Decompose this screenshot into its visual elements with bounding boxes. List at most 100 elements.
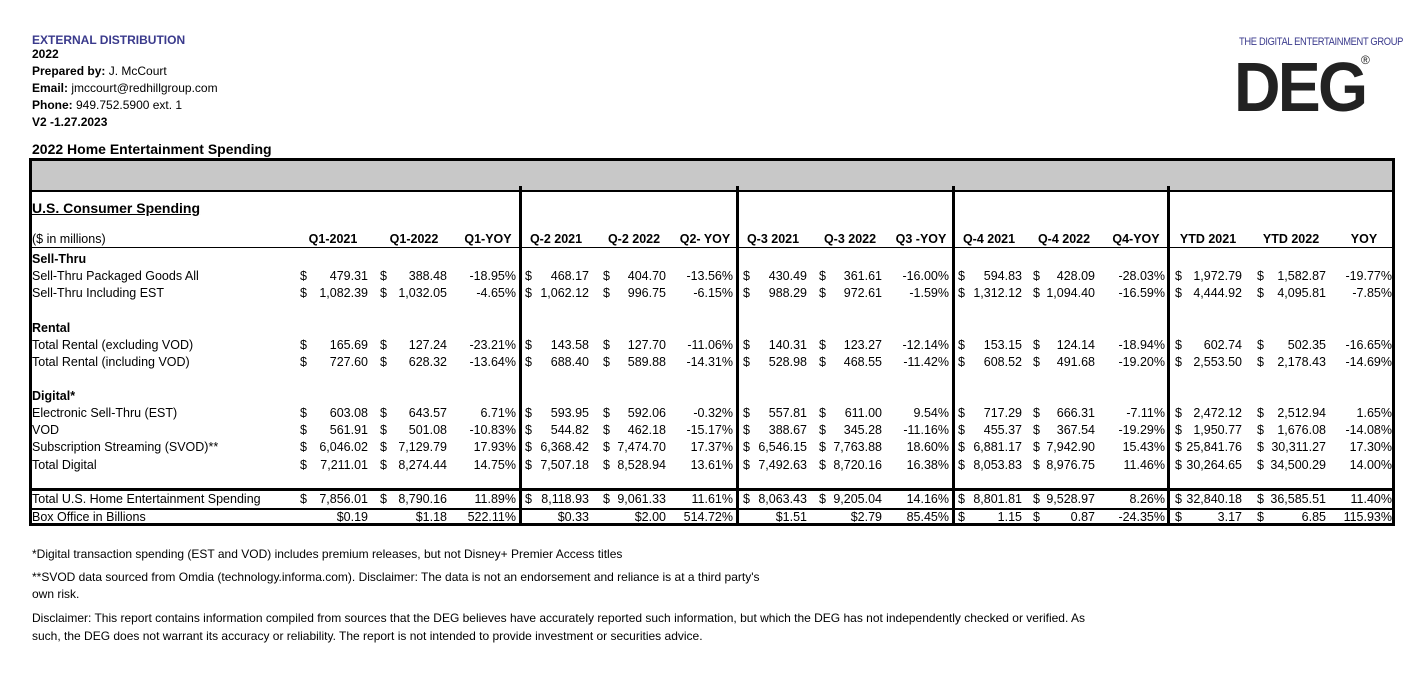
currency-symbol: $	[1033, 355, 1040, 370]
table-cell: 428.09	[1056, 269, 1095, 283]
column-header: Q-4 2022	[1037, 232, 1091, 246]
table-cell: 557.81	[768, 406, 807, 420]
currency-symbol: $	[1175, 355, 1182, 370]
currency-symbol: $	[603, 286, 610, 301]
table-cell: -14.31%	[686, 355, 733, 370]
table-cell: 11.61%	[691, 492, 733, 506]
table-cell: 611.00	[844, 406, 882, 420]
table-cell: -11.16%	[903, 423, 949, 438]
table-cell: 988.29	[768, 286, 807, 301]
disclaimer: Disclaimer: This report contains informa…	[32, 611, 1085, 625]
currency-symbol: $	[603, 440, 610, 455]
prepared-by-value: J. McCourt	[105, 64, 167, 78]
currency-symbol: $	[525, 269, 532, 283]
currency-symbol: $	[603, 457, 610, 472]
row-label-box-office: Box Office in Billions	[32, 510, 146, 524]
table-cell: 6,368.42	[540, 440, 589, 455]
table-cell: 1.15	[997, 510, 1022, 524]
currency-symbol: $	[1175, 440, 1182, 455]
column-header: Q-3 2022	[823, 232, 877, 246]
currency-symbol: $	[819, 492, 826, 506]
table-cell: 7,129.79	[398, 440, 447, 455]
currency-symbol: $	[958, 286, 965, 301]
table-cell: -6.15%	[693, 286, 733, 301]
currency-symbol: $	[743, 338, 750, 352]
table-cell: -16.59%	[1118, 286, 1165, 301]
table-cell: 1,312.12	[973, 286, 1022, 301]
column-header: Q-2 2022	[607, 232, 661, 246]
column-group-divider	[736, 186, 739, 526]
table-cell: 8.26%	[1129, 492, 1165, 506]
currency-symbol: $	[603, 355, 610, 370]
currency-symbol: $	[525, 338, 532, 352]
currency-symbol: $	[380, 269, 387, 283]
currency-symbol: $	[1175, 457, 1182, 472]
currency-symbol: $	[525, 355, 532, 370]
currency-symbol: $	[603, 269, 610, 283]
currency-symbol: $	[1033, 440, 1040, 455]
table-cell: -4.65%	[476, 286, 516, 301]
report-title: 2022 Home Entertainment Spending	[32, 141, 272, 157]
table-cell: 9.54%	[913, 406, 949, 420]
column-header: Q-2 2021	[529, 232, 583, 246]
table-cell: 3.17	[1217, 510, 1242, 524]
currency-symbol: $	[1175, 338, 1182, 352]
table-cell: 1,032.05	[398, 286, 447, 301]
currency-symbol: $	[300, 492, 307, 506]
table-cell: 0.87	[1070, 510, 1095, 524]
table-cell: 1,582.87	[1277, 269, 1326, 283]
currency-symbol: $	[603, 423, 610, 438]
table-cell: 1,082.39	[319, 286, 368, 301]
currency-symbol: $	[1033, 286, 1040, 301]
deg-logo: THE DIGITAL ENTERTAINMENT GROUP DEG ®	[1232, 36, 1403, 126]
table-cell: 9,205.04	[833, 492, 882, 506]
currency-symbol: $	[958, 355, 965, 370]
currency-symbol: $	[819, 406, 826, 420]
table-cell: 8,063.43	[758, 492, 807, 506]
total-top-border	[29, 488, 1395, 491]
table-cell: 996.75	[627, 286, 666, 301]
row-label: Sell-Thru Including EST	[32, 286, 165, 301]
table-cell: 468.17	[550, 269, 589, 283]
row-label: Total Digital	[32, 457, 97, 472]
table-cell: 36,585.51	[1270, 492, 1326, 506]
table-cell: -28.03%	[1118, 269, 1165, 283]
table-cell: $2.79	[850, 510, 882, 524]
table-cell: 14.00%	[1349, 457, 1392, 472]
table-cell: 1,972.79	[1193, 269, 1242, 283]
table-cell: 2,178.43	[1277, 355, 1326, 370]
currency-symbol: $	[300, 355, 307, 370]
currency-symbol: $	[819, 338, 826, 352]
group-title: Rental	[32, 321, 71, 335]
version-label: V2 -1.27.2023	[32, 115, 108, 129]
currency-symbol: $	[819, 423, 826, 438]
currency-symbol: $	[525, 423, 532, 438]
table-cell: 8,118.93	[541, 492, 589, 506]
table-cell: 123.27	[843, 338, 882, 352]
table-cell: 13.61%	[690, 457, 733, 472]
currency-symbol: $	[1033, 492, 1040, 506]
currency-symbol: $	[819, 286, 826, 301]
column-header: YOY	[1350, 232, 1378, 246]
group-title: Digital*	[32, 389, 76, 403]
currency-symbol: $	[300, 338, 307, 352]
table-cell: 11.40%	[1350, 492, 1392, 506]
table-cell: 124.14	[1056, 338, 1095, 352]
currency-symbol: $	[819, 355, 826, 370]
column-group-divider	[519, 186, 522, 526]
row-label: Total Rental (including VOD)	[32, 355, 190, 370]
table-cell: 8,528.94	[617, 457, 666, 472]
column-header: YTD 2022	[1262, 232, 1320, 246]
table-cell: 17.37%	[690, 440, 733, 455]
currency-symbol: $	[300, 286, 307, 301]
table-cell: 345.28	[843, 423, 882, 438]
table-cell: -18.95%	[469, 269, 516, 283]
table-cell: 9,061.33	[617, 492, 666, 506]
currency-symbol: $	[525, 492, 532, 506]
currency-symbol: $	[603, 492, 610, 506]
column-group-divider	[1167, 186, 1170, 526]
table-cell: $1.18	[415, 510, 447, 524]
table-cell: 502.35	[1287, 338, 1326, 352]
units-label: ($ in millions)	[32, 232, 106, 246]
table-cell: 592.06	[627, 406, 666, 420]
